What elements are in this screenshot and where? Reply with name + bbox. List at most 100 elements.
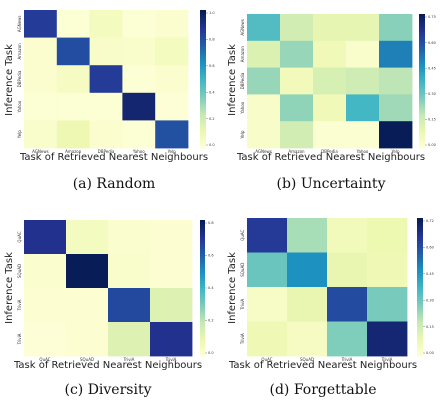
colorbar-segment [417, 349, 423, 352]
colorbar-segment [200, 297, 205, 300]
colorbar-segment [419, 38, 425, 42]
heatmap-cell [346, 40, 380, 68]
colorbar-segment [419, 76, 425, 80]
colorbar-segment [200, 127, 206, 131]
colorbar-segment [419, 47, 425, 51]
colorbar-segment [417, 218, 423, 221]
colorbar-segment [200, 108, 206, 112]
colorbar-segment [200, 125, 206, 128]
colorbar-segment [200, 99, 206, 103]
colorbar-segment [200, 244, 205, 248]
colorbar-segment [200, 21, 206, 25]
heatmap-cell [346, 121, 380, 149]
y-axis-label: Inference Task [4, 44, 15, 116]
colorbar-segment [417, 312, 423, 316]
colorbar-segment [200, 274, 205, 278]
colorbar-segment [417, 243, 423, 247]
colorbar-segment [417, 257, 423, 260]
colorbar-segment [200, 319, 205, 323]
colorbar-segment [200, 292, 205, 296]
heatmap-cell [122, 65, 156, 94]
heatmap-cell [346, 14, 380, 42]
colorbar-segment [417, 275, 423, 279]
colorbar-segment [200, 283, 205, 287]
colorbar-segment [419, 69, 425, 73]
colorbar-segment [419, 134, 425, 138]
colorbar-segment [200, 92, 206, 96]
x-tick-label: QuAC [261, 357, 272, 362]
y-tick-label: QuAC [17, 231, 22, 242]
heatmap-cell [247, 40, 281, 68]
heatmap-cell [66, 322, 109, 357]
heatmap-cell [56, 65, 90, 94]
x-tick-label: SQuAD [300, 357, 314, 362]
heatmap-cell [247, 252, 288, 288]
heatmap-cell [155, 65, 189, 94]
heatmap-cell [247, 218, 288, 253]
x-axis-label: Task of Retrieved Nearest Neighbours [19, 152, 208, 163]
colorbar-segment [417, 250, 423, 253]
panel-caption: (b) Uncertainty [277, 176, 386, 192]
y-tick-label: AGNews [240, 19, 245, 36]
x-axis-label: Task of Retrieved Nearest Neighbours [236, 152, 425, 163]
colorbar-segment [419, 45, 425, 48]
colorbar-segment [200, 129, 206, 133]
colorbar-segment [417, 289, 423, 293]
colorbar-tick-label: 0.15 [428, 118, 436, 122]
colorbar-segment [200, 226, 205, 230]
colorbar-segment [200, 254, 205, 257]
colorbar-segment [419, 145, 425, 149]
colorbar-segment [200, 53, 206, 57]
colorbar-tick-label: 0.4 [208, 286, 214, 290]
colorbar-segment [200, 58, 206, 62]
colorbar-segment [200, 136, 206, 140]
heatmap-cell [313, 40, 347, 68]
heatmap-cell [313, 121, 347, 149]
y-tick-label: QuAC [240, 229, 245, 240]
colorbar-segment [200, 222, 205, 226]
colorbar-segment [200, 23, 206, 27]
colorbar-segment [419, 98, 425, 102]
colorbar-segment [417, 227, 423, 230]
colorbar-segment [200, 10, 206, 13]
colorbar-segment [419, 105, 425, 109]
colorbar-segment [200, 74, 206, 78]
heatmap-cell [287, 321, 328, 357]
colorbar-segment [200, 335, 205, 339]
colorbar-segment [419, 85, 425, 89]
colorbar-segment [419, 116, 425, 120]
colorbar-segment [200, 14, 206, 18]
colorbar-segment [200, 81, 206, 85]
colorbar-tick-label: 0.00 [428, 143, 436, 147]
colorbar-segment [417, 346, 423, 350]
colorbar-segment [200, 267, 205, 271]
heatmap-panel-forgettable: QuAC SQuAD TriviA TriviA QuAC SQuAD TriviA Tri… [227, 218, 434, 398]
colorbar-segment [419, 18, 425, 22]
colorbar-segment [419, 56, 425, 60]
heatmap-cell [247, 14, 281, 42]
colorbar-segment [417, 307, 423, 311]
heatmap-panel-diversity: QuAC SQuAD TriviA TriviA QuAC SQuAD TriviA Tri… [4, 220, 214, 398]
colorbar-segment [200, 39, 206, 43]
heatmap-cells [247, 218, 408, 357]
colorbar-segment [417, 224, 423, 228]
heatmap-y-ticks: QuAC SQuAD TriviA TriviA [240, 229, 245, 345]
colorbar-segment [200, 247, 205, 250]
colorbar-segment [419, 101, 425, 104]
colorbar-tick-label: 1.0 [209, 11, 215, 15]
heatmap-cell [150, 288, 193, 323]
x-tick-label: Yelp [390, 149, 399, 154]
colorbar-segment [417, 280, 423, 283]
colorbar-segment [419, 51, 425, 55]
colorbar-segment [419, 29, 425, 33]
colorbar-segment [417, 273, 423, 276]
x-tick-label: TriviA [123, 357, 135, 362]
colorbar-segment [200, 95, 206, 98]
colorbar-segment [419, 72, 425, 75]
colorbar-segment [419, 36, 425, 40]
colorbar-segment [419, 139, 425, 142]
y-tick-label: DBPedia [17, 70, 22, 87]
heatmap-cell [122, 10, 156, 38]
colorbar-tick-label: 0.45 [426, 272, 434, 276]
colorbar-tick-label: 0.0 [208, 351, 214, 355]
